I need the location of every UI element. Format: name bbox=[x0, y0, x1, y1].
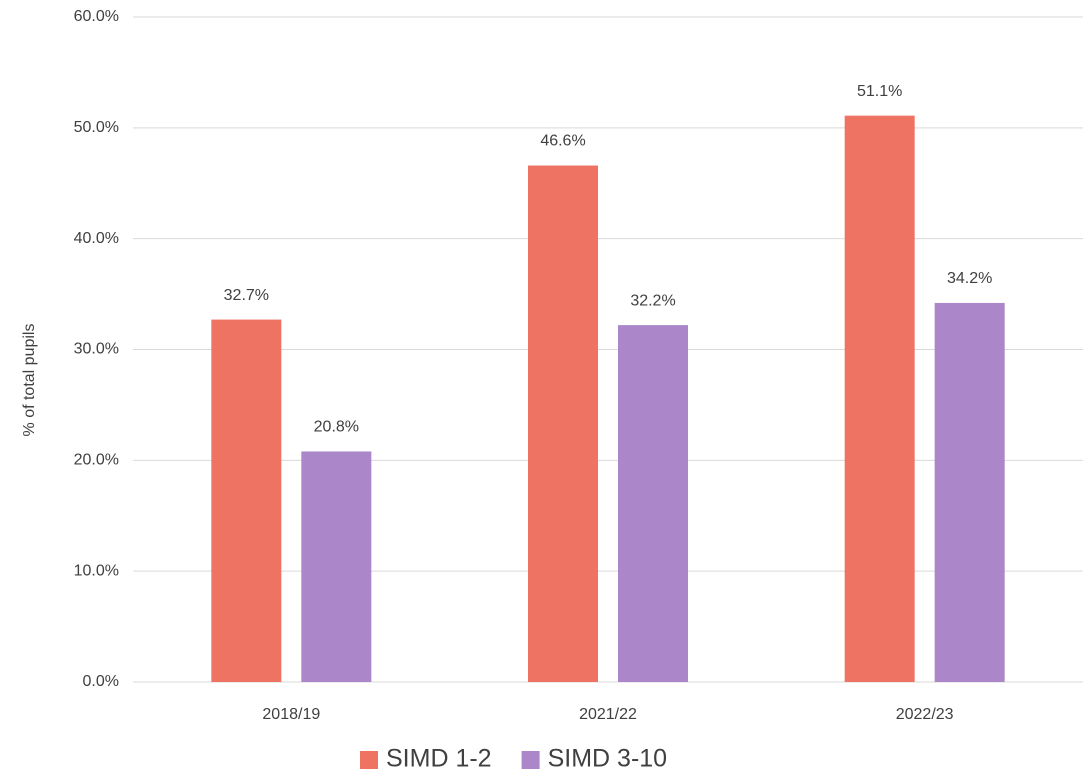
x-tick-label: 2021/22 bbox=[579, 706, 637, 723]
bar bbox=[301, 451, 372, 682]
y-tick-label: 50.0% bbox=[74, 119, 119, 136]
bar bbox=[528, 165, 598, 682]
x-tick-label: 2018/19 bbox=[262, 706, 320, 723]
y-tick-label: 30.0% bbox=[74, 341, 119, 358]
legend-label: SIMD 3-10 bbox=[548, 745, 667, 773]
y-tick-label: 20.0% bbox=[74, 452, 119, 469]
legend-label: SIMD 1-2 bbox=[386, 745, 492, 773]
y-axis-label: % of total pupils bbox=[21, 324, 38, 437]
bar bbox=[934, 302, 1005, 682]
data-label: 51.1% bbox=[857, 83, 902, 100]
bar bbox=[844, 115, 915, 683]
data-label: 32.7% bbox=[224, 287, 269, 304]
legend-swatch bbox=[360, 751, 378, 769]
data-label: 32.2% bbox=[630, 292, 675, 309]
data-label: 46.6% bbox=[540, 133, 585, 150]
bar bbox=[211, 319, 282, 682]
bar bbox=[618, 325, 688, 682]
data-label: 34.2% bbox=[947, 270, 992, 287]
y-tick-label: 0.0% bbox=[83, 673, 119, 690]
y-tick-label: 40.0% bbox=[74, 230, 119, 247]
x-tick-label: 2022/23 bbox=[896, 706, 954, 723]
data-label: 20.8% bbox=[314, 419, 359, 436]
y-tick-label: 10.0% bbox=[74, 562, 119, 579]
y-tick-label: 60.0% bbox=[74, 8, 119, 25]
legend-swatch bbox=[521, 751, 540, 769]
